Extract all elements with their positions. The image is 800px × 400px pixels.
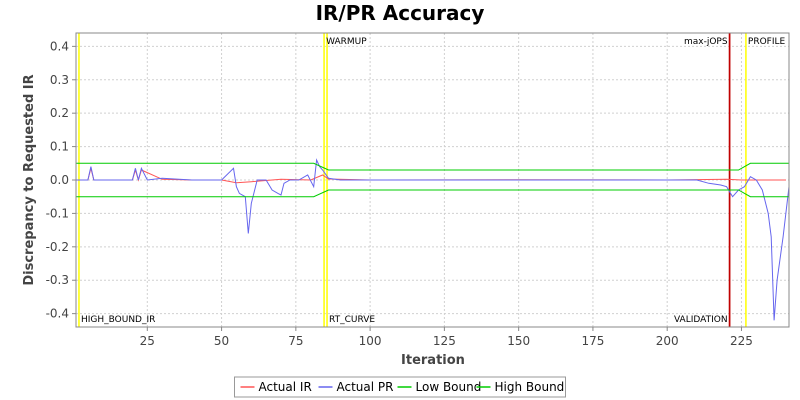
y-tick-label-6: -0.2 [46, 240, 69, 254]
legend-label-3: High Bound [495, 380, 565, 394]
marker-label-4: VALIDATION [674, 315, 728, 325]
y-tick-label-7: -0.3 [46, 273, 69, 287]
marker-label-5: PROFILE [748, 37, 786, 47]
y-tick-label-0: 0.4 [50, 39, 69, 53]
marker-label-2: RT_CURVE [329, 315, 375, 325]
x-tick-label-7: 200 [656, 334, 679, 348]
y-axis-label: Discrepancy to Requested IR [22, 74, 37, 285]
y-ticks: 0.4 0.3 0.2 0.1 0.0 -0.1 -0.2 -0.3 -0.4 [46, 39, 76, 321]
legend: Actual IR Actual PR Low Bound High Bound [234, 376, 566, 398]
y-tick-label-1: 0.3 [50, 73, 69, 87]
series-line-2 [76, 189, 789, 198]
y-tick-label-8: -0.4 [46, 307, 69, 321]
marker-label-3: max-jOPS [684, 37, 728, 47]
x-tick-label-6: 175 [581, 334, 604, 348]
y-tick-label-2: 0.2 [50, 106, 69, 120]
x-tick-label-2: 75 [288, 334, 303, 348]
y-tick-label-5: -0.1 [46, 206, 69, 220]
x-tick-label-0: 25 [140, 334, 155, 348]
legend-label-0: Actual IR [259, 380, 312, 394]
y-tick-label-4: 0.0 [50, 173, 69, 187]
chart-title: IR/PR Accuracy [316, 1, 485, 25]
y-tick-label-3: 0.1 [50, 140, 69, 154]
grid [76, 33, 789, 327]
x-tick-label-5: 150 [507, 334, 530, 348]
marker-label-0: HIGH_BOUND_IR [81, 315, 155, 325]
series-line-1 [76, 158, 790, 321]
marker-label-1: WARMUP [326, 37, 367, 47]
x-tick-label-1: 50 [214, 334, 229, 348]
x-tick-label-8: 225 [730, 334, 753, 348]
x-axis-label: Iteration [401, 353, 465, 368]
legend-label-2: Low Bound [416, 380, 482, 394]
legend-label-1: Actual PR [337, 380, 394, 394]
x-tick-label-4: 125 [433, 334, 456, 348]
x-tick-label-3: 100 [359, 334, 382, 348]
series-lines [76, 158, 790, 321]
series-line-3 [76, 162, 789, 171]
x-ticks: 25 50 75 100 125 150 175 200 225 [140, 327, 753, 348]
